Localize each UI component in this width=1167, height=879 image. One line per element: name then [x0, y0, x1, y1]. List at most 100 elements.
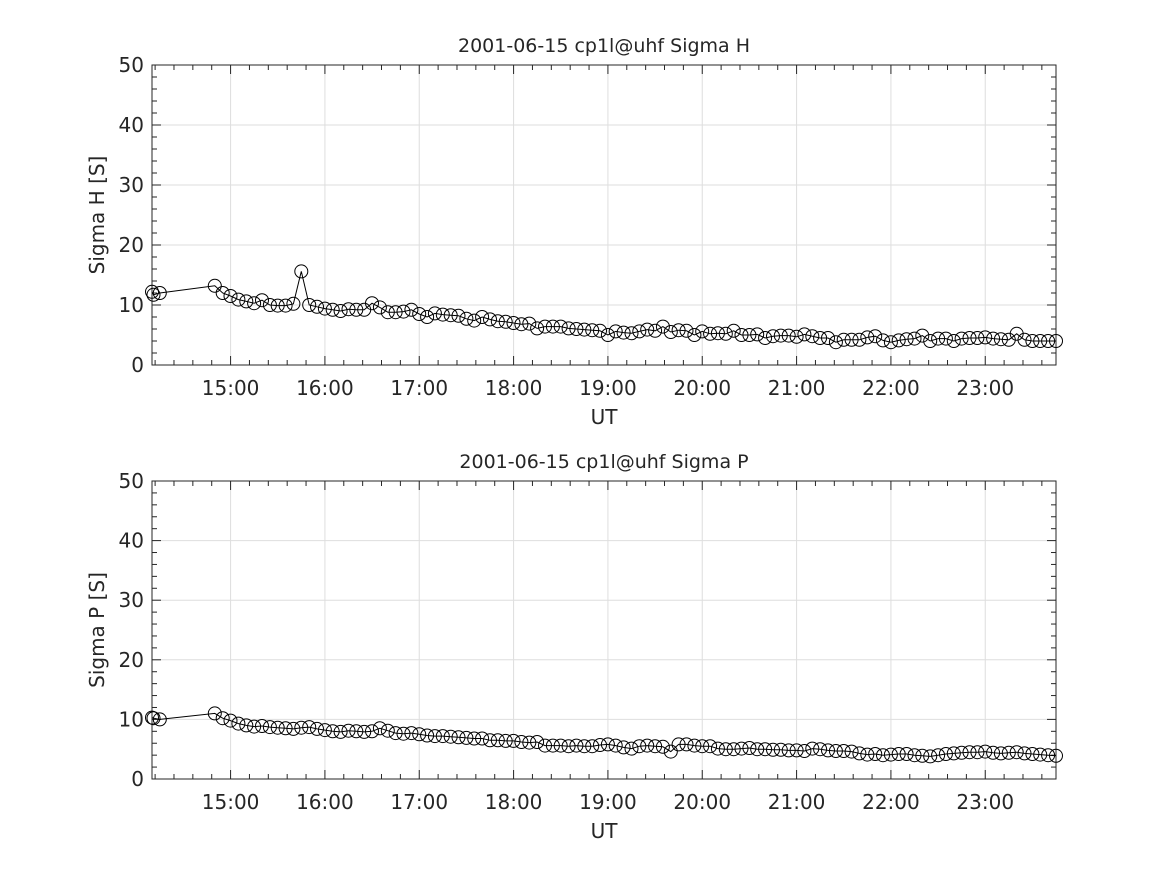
sigma-h-data-point [483, 312, 497, 327]
sigma-p-data-point [695, 739, 710, 754]
sigma-h-data-point [215, 286, 230, 300]
sigma-p-data-point [805, 741, 820, 756]
sigma-p-data-point [538, 738, 552, 753]
sigma-h-data-point [459, 311, 474, 326]
sigma-h-data-point [412, 307, 427, 321]
sigma-p-data-point [876, 748, 890, 763]
sigma-h-xtick-label: 17:00 [390, 376, 448, 400]
sigma-h-axes: 2001-06-15 cp1l@uhf Sigma H UT Sigma H [… [85, 35, 1063, 429]
sigma-p-data-point [766, 742, 780, 757]
sigma-p-data-point [624, 741, 639, 756]
sigma-p-data-point [396, 726, 411, 741]
sigma-h-data-point [317, 301, 332, 316]
sigma-p-xtick-label: 16:00 [296, 790, 354, 814]
sigma-p-data-point [553, 738, 568, 753]
sigma-p-data-point [294, 720, 309, 735]
sigma-p-xtick-label: 22:00 [862, 790, 920, 814]
sigma-h-data-point [585, 323, 600, 338]
sigma-p-data-point [679, 737, 694, 752]
sigma-p-xtick-label: 18:00 [485, 790, 543, 814]
sigma-h-data-point [679, 323, 694, 338]
sigma-p-data-point [577, 739, 592, 754]
sigma-p-data-point [655, 739, 670, 754]
sigma-p-xtick-label: 19:00 [579, 790, 637, 814]
sigma-h-data-point [907, 331, 922, 346]
sigma-h-data-point [388, 305, 403, 320]
sigma-h-data-point [443, 308, 458, 323]
sigma-h-xtick-label: 19:00 [579, 376, 637, 400]
sigma-h-data-point [333, 304, 348, 318]
sigma-p-data-point [215, 711, 230, 726]
sigma-p-data-point [931, 748, 946, 763]
sigma-p-data-point [412, 727, 427, 742]
sigma-p-ytick-label: 10 [119, 707, 144, 731]
sigma-p-data-point [883, 747, 898, 762]
sigma-h-data-point [506, 316, 521, 330]
sigma-h-data-point [710, 326, 725, 341]
sigma-h-data-point [860, 330, 875, 345]
sigma-p-data-point [506, 733, 521, 748]
sigma-h-data-point [640, 322, 655, 337]
sigma-h-data-point [648, 323, 663, 338]
sigma-h-data-point [420, 310, 435, 324]
sigma-p-data-point [146, 711, 161, 726]
sigma-h-ylabel: Sigma H [S] [85, 156, 109, 275]
sigma-h-data-point [365, 296, 379, 311]
sigma-h-data-point [475, 310, 490, 324]
sigma-p-data-point [844, 744, 859, 759]
sigma-h-data-point [962, 331, 977, 345]
sigma-h-data-point [349, 302, 364, 317]
sigma-h-data-point [247, 296, 262, 311]
sigma-h-data-point [671, 323, 686, 338]
sigma-p-data-point [420, 728, 435, 743]
sigma-p-data-point [1001, 745, 1016, 760]
sigma-h-data-point [821, 331, 835, 345]
sigma-h-ytick-label: 0 [131, 353, 144, 377]
sigma-h-data-point [404, 302, 419, 317]
sigma-p-data-point [357, 724, 372, 739]
sigma-h-data-point [262, 298, 277, 312]
sigma-h-data-point [836, 332, 851, 347]
sigma-h-ytick-label: 50 [119, 53, 144, 77]
sigma-h-data-point [624, 326, 639, 341]
sigma-h-data-point [545, 319, 560, 334]
sigma-p-data-point [427, 729, 442, 744]
sigma-h-data-point [608, 324, 623, 339]
sigma-p-data-point [380, 723, 395, 738]
sigma-h-data-point [514, 317, 529, 332]
sigma-p-data-point [986, 745, 1001, 760]
sigma-h-xtick-label: 20:00 [673, 376, 731, 400]
sigma-h-data-point [750, 327, 765, 342]
sigma-p-ytick-label: 50 [119, 469, 144, 493]
sigma-h-data-point [734, 328, 749, 342]
sigma-h-data-point [805, 329, 820, 344]
sigma-p-ytick-label: 0 [131, 767, 144, 791]
sigma-p-data-point [608, 738, 623, 753]
sigma-h-data-point [946, 334, 961, 348]
sigma-p-ytick-label: 30 [119, 588, 144, 612]
sigma-p-data-point [341, 723, 356, 738]
sigma-p-data-point [585, 739, 600, 754]
sigma-h-data-point [341, 302, 356, 317]
sigma-h-data-point [427, 306, 442, 321]
sigma-p-data-point [773, 742, 788, 757]
sigma-p-data-point [223, 713, 238, 728]
sigma-h-data-point [1017, 332, 1032, 347]
sigma-p-data-point [1049, 748, 1063, 763]
sigma-p-series-line [151, 712, 1057, 757]
sigma-h-data-point [380, 305, 395, 320]
sigma-p-data-point [286, 721, 301, 736]
sigma-p-data-point [616, 740, 631, 755]
sigma-h-data-point [986, 331, 1001, 346]
sigma-p-data-point [207, 706, 222, 721]
sigma-p-data-point [372, 721, 387, 736]
sigma-p-data-point [703, 739, 718, 754]
sigma-p-axes: 2001-06-15 cp1l@uhf Sigma P UT Sigma P [… [85, 451, 1063, 843]
sigma-p-data-point [569, 738, 584, 753]
sigma-h-data-point [1033, 334, 1048, 348]
sigma-p-data-point [828, 744, 843, 758]
sigma-p-ytick-label: 20 [119, 648, 144, 672]
sigma-p-data-point [970, 745, 985, 760]
sigma-h-data-point [718, 326, 733, 341]
